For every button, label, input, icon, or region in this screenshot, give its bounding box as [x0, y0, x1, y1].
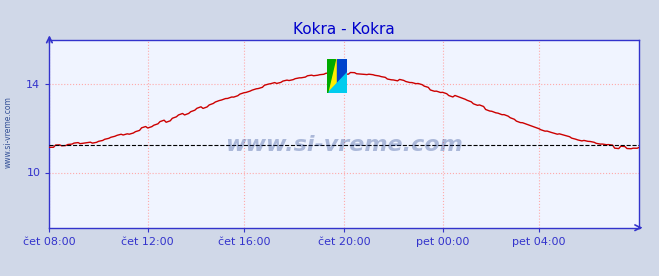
Bar [327, 59, 337, 92]
Bar [337, 59, 347, 92]
Polygon shape [327, 59, 335, 92]
Title: Kokra - Kokra: Kokra - Kokra [293, 22, 395, 38]
Text: www.si-vreme.com: www.si-vreme.com [225, 135, 463, 155]
Polygon shape [327, 72, 347, 92]
Text: www.si-vreme.com: www.si-vreme.com [3, 97, 13, 168]
